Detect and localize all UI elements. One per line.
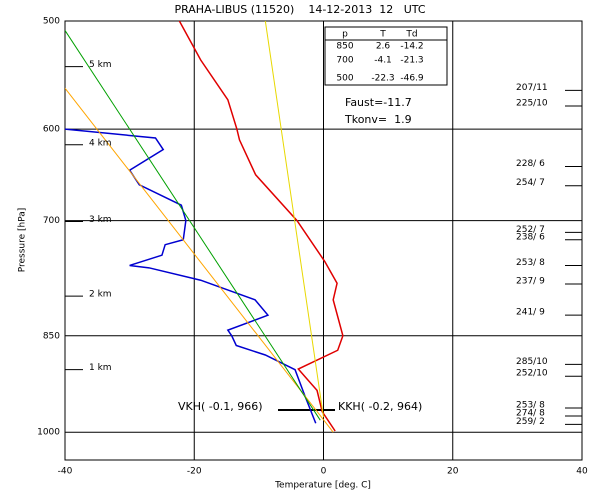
- x-axis-label: Temperature [deg. C]: [274, 481, 371, 491]
- wind-label: 228/ 6: [516, 159, 545, 169]
- height-label: 1 km: [89, 363, 112, 373]
- y-tick-label: 600: [43, 125, 60, 135]
- wind-label: 241/ 9: [516, 308, 545, 318]
- chart-title: PRAHA-LIBUS (11520) 14-12-2013 12 UTC: [174, 3, 425, 16]
- table-cell: -4.1: [374, 56, 392, 66]
- sounding-line: [178, 21, 344, 432]
- y-tick-label: 700: [43, 216, 60, 226]
- wind-label: 207/11: [516, 83, 548, 93]
- x-tick-label: 20: [447, 467, 459, 477]
- table-header: T: [379, 30, 386, 40]
- table-cell: -21.3: [400, 56, 423, 66]
- height-label: 4 km: [89, 138, 112, 148]
- height-label: 5 km: [89, 60, 112, 70]
- table-header: p: [342, 30, 348, 40]
- info-box: [324, 26, 448, 86]
- annotation: Tkonv= 1.9: [344, 113, 412, 126]
- annotation: VKH( -0.1, 966): [178, 400, 263, 413]
- x-tick-label: -40: [58, 467, 73, 477]
- plot-lines: [65, 21, 344, 433]
- wind-label: 252/ 7: [516, 225, 545, 235]
- wind-label: 285/10: [516, 357, 548, 367]
- x-tick-label: -20: [187, 467, 202, 477]
- height-label: 2 km: [89, 290, 112, 300]
- table-cell: 850: [336, 42, 353, 52]
- annotation: Faust=-11.7: [345, 96, 412, 109]
- sounding-line: [65, 128, 317, 424]
- wind-label: 253/ 8: [516, 258, 545, 268]
- wind-label: 274/ 8: [516, 408, 545, 418]
- x-tick-label: 40: [576, 467, 588, 477]
- sounding-line: [264, 21, 324, 418]
- table-cell: -22.3: [371, 74, 394, 84]
- sounding-line: [65, 30, 321, 421]
- table-cell: 500: [336, 74, 353, 84]
- y-tick-label: 500: [43, 17, 60, 27]
- y-axis-label: Pressure [hPa]: [18, 208, 28, 273]
- x-tick-label: 0: [321, 467, 327, 477]
- table-cell: -14.2: [400, 42, 423, 52]
- y-tick-label: 1000: [37, 428, 60, 438]
- wind-label: 254/ 7: [516, 178, 545, 188]
- annotation: KKH( -0.2, 964): [338, 400, 422, 413]
- wind-label: 237/ 9: [516, 277, 545, 287]
- wind-label: 259/ 2: [516, 417, 545, 427]
- wind-label: 252/10: [516, 369, 548, 379]
- wind-label: 253/ 8: [516, 400, 545, 410]
- wind-label: 225/10: [516, 98, 548, 108]
- height-label: 3 km: [89, 215, 112, 225]
- table-cell: 2.6: [376, 42, 391, 52]
- sounding-line: [65, 87, 334, 433]
- y-tick-label: 850: [43, 331, 60, 341]
- table-header: Td: [405, 30, 417, 40]
- table-cell: 700: [336, 56, 353, 66]
- wind-label: 238/ 6: [516, 232, 545, 242]
- table-cell: -46.9: [400, 74, 424, 84]
